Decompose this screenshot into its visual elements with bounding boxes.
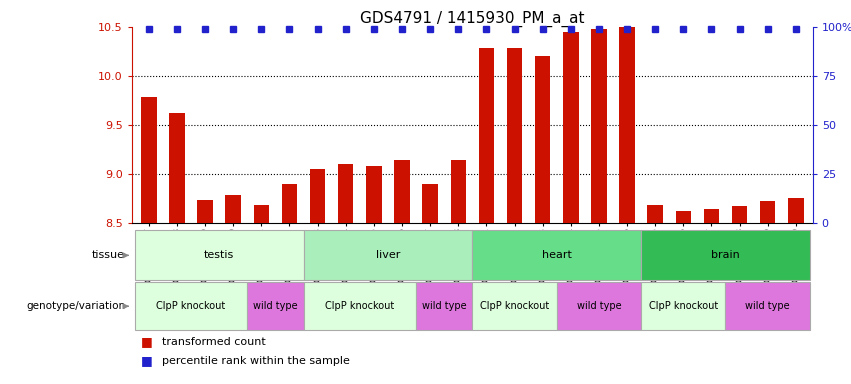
Bar xyxy=(704,209,719,223)
Bar xyxy=(248,282,304,330)
Text: ClpP knockout: ClpP knockout xyxy=(648,301,718,311)
Text: genotype/variation: genotype/variation xyxy=(26,301,125,311)
Bar xyxy=(760,201,775,223)
Bar xyxy=(641,282,726,330)
Bar xyxy=(141,98,157,223)
Text: wild type: wild type xyxy=(422,301,466,311)
Bar xyxy=(134,230,304,280)
Bar xyxy=(641,230,810,280)
Bar xyxy=(282,184,297,223)
Bar xyxy=(304,282,416,330)
Text: ClpP knockout: ClpP knockout xyxy=(480,301,549,311)
Bar xyxy=(226,195,241,223)
Bar xyxy=(366,166,381,223)
Bar xyxy=(788,198,803,223)
Bar xyxy=(254,205,269,223)
Bar xyxy=(506,48,523,223)
Bar xyxy=(726,282,810,330)
Text: wild type: wild type xyxy=(745,301,790,311)
Text: ClpP knockout: ClpP knockout xyxy=(325,301,394,311)
Bar xyxy=(648,205,663,223)
Text: brain: brain xyxy=(711,250,740,260)
Bar xyxy=(557,282,641,330)
Bar xyxy=(416,282,472,330)
Text: heart: heart xyxy=(542,250,572,260)
Bar xyxy=(304,230,472,280)
Bar xyxy=(450,160,466,223)
Text: ■: ■ xyxy=(140,335,152,348)
Bar xyxy=(394,160,409,223)
Text: tissue: tissue xyxy=(92,250,125,260)
Bar xyxy=(134,282,248,330)
Bar xyxy=(169,113,185,223)
Text: ■: ■ xyxy=(140,354,152,367)
Text: testis: testis xyxy=(204,250,234,260)
Bar xyxy=(338,164,353,223)
Bar xyxy=(478,48,494,223)
Bar xyxy=(563,32,579,223)
Bar xyxy=(422,184,438,223)
Bar xyxy=(620,27,635,223)
Text: wild type: wild type xyxy=(253,301,298,311)
Bar xyxy=(676,211,691,223)
Bar xyxy=(535,56,551,223)
Title: GDS4791 / 1415930_PM_a_at: GDS4791 / 1415930_PM_a_at xyxy=(360,11,585,27)
Text: wild type: wild type xyxy=(577,301,621,311)
Bar xyxy=(197,200,213,223)
Text: transformed count: transformed count xyxy=(162,337,266,347)
Bar xyxy=(472,282,557,330)
Bar xyxy=(732,206,747,223)
Text: percentile rank within the sample: percentile rank within the sample xyxy=(162,356,350,366)
Bar xyxy=(472,230,641,280)
Bar xyxy=(591,29,607,223)
Text: liver: liver xyxy=(376,250,400,260)
Bar xyxy=(310,169,325,223)
Text: ClpP knockout: ClpP knockout xyxy=(157,301,226,311)
